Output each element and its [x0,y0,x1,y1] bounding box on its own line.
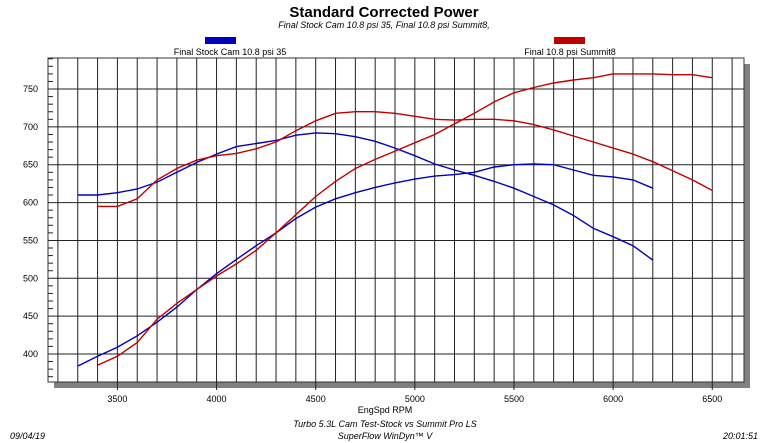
curves [77,73,713,367]
y-tick-label: 750 [23,84,38,94]
series-1-curve-1 [97,73,713,366]
x-tick-label: 5000 [405,394,425,404]
legend-label-1: Final 10.8 psi Summit8 [524,47,616,57]
grid [48,58,744,382]
x-tick-label: 5500 [504,394,524,404]
x-tick-label: 6500 [702,394,722,404]
x-tick-label: 4000 [207,394,227,404]
y-tick-label: 500 [23,273,38,283]
plot-area [47,57,745,383]
y-tick-label: 550 [23,235,38,245]
x-tick-label: 3500 [107,394,127,404]
x-tick-label: 4500 [306,394,326,404]
legend-swatch-1 [554,37,585,44]
y-tick-label: 450 [23,311,38,321]
y-tick-label: 700 [23,122,38,132]
legend-swatch-0 [205,37,236,44]
ticks: 400 450 500 550 600 650 700 750 3500 4000 4500 5000… [23,58,722,404]
series-0-curve-1 [77,163,654,367]
chart-subtitle: Final Stock Cam 10.8 psi 35, Final 10.8 … [278,20,490,30]
footer-date: 09/04/19 [10,431,45,441]
x-tick-label: 6000 [603,394,623,404]
y-tick-label: 600 [23,198,38,208]
chart-title: Standard Corrected Power [289,4,478,21]
x-axis-label: EngSpd RPM [358,405,413,415]
legend-label-0: Final Stock Cam 10.8 psi 35 [174,47,287,57]
y-tick-label: 400 [23,349,38,359]
footer-line1: Turbo 5.3L Cam Test-Stock vs Summit Pro … [293,419,476,429]
series-1-curve-0 [97,110,713,208]
series-0-curve-0 [77,132,654,261]
footer-line2: SuperFlow WinDyn™ V [338,431,433,441]
footer-time: 20:01:51 [722,431,758,441]
y-tick-label: 650 [23,160,38,170]
